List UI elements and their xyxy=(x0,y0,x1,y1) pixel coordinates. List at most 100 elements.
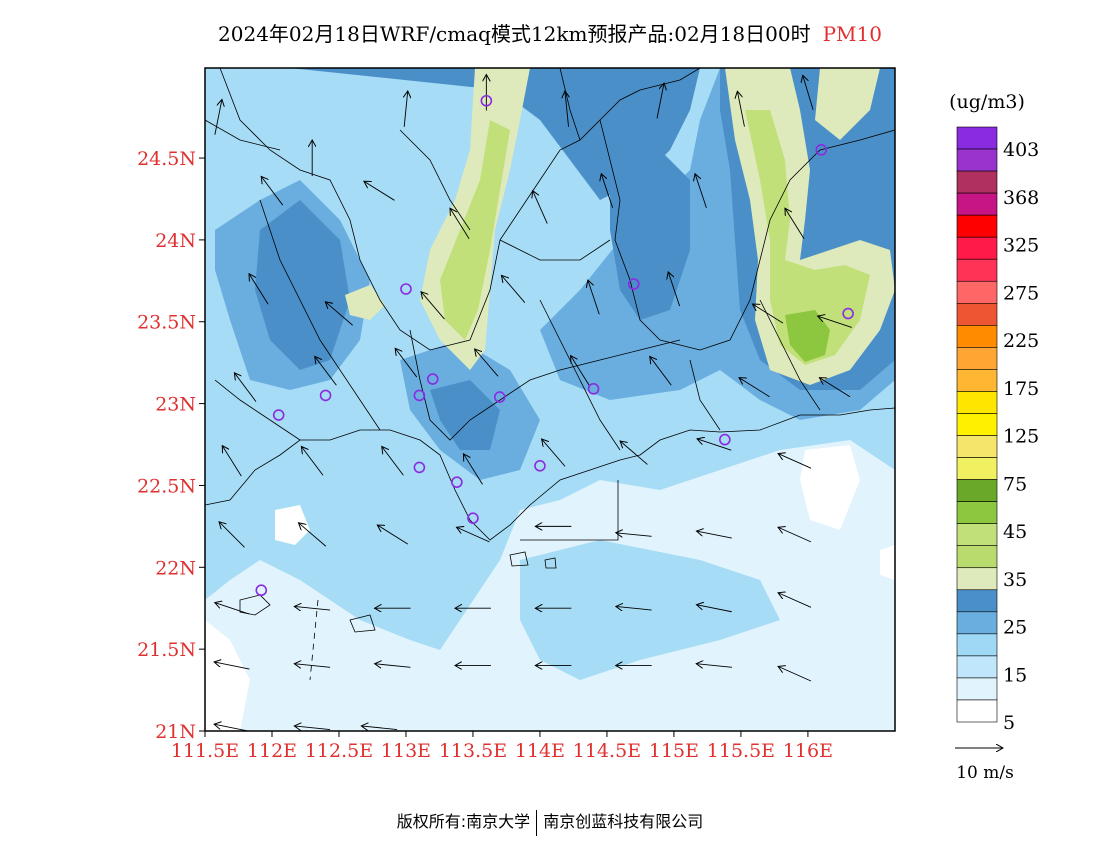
coastline xyxy=(205,407,895,541)
wind-arrow xyxy=(696,605,732,613)
legend-label: 15 xyxy=(1003,664,1027,686)
field-level-35 xyxy=(440,110,870,365)
wind-arrow xyxy=(785,208,805,240)
island-outline xyxy=(544,557,557,569)
legend-label: 275 xyxy=(1003,282,1039,304)
legend-swatch xyxy=(956,435,998,458)
wind-arrow xyxy=(294,726,331,730)
wind-arrow xyxy=(457,527,490,543)
wind-arrow xyxy=(656,83,664,119)
lat-tick-label: 21N xyxy=(155,721,196,743)
legend-swatch xyxy=(956,192,998,216)
station-marker xyxy=(255,584,268,597)
wind-arrow xyxy=(294,606,331,610)
wind-arrow xyxy=(737,91,745,127)
wind-arrow xyxy=(739,378,770,398)
legend-swatch xyxy=(956,214,998,238)
wind-arrow xyxy=(696,531,732,539)
lat-tick-label: 23N xyxy=(155,394,196,416)
legend-swatch xyxy=(956,280,998,304)
legend-swatches xyxy=(956,126,998,723)
wind-arrow xyxy=(819,378,851,398)
legend-unit: (ug/m3) xyxy=(949,91,1025,113)
wind-arrow xyxy=(697,439,732,451)
wind-arrow xyxy=(395,348,418,378)
lon-tick-label: 113.5E xyxy=(439,740,507,762)
legend-label: 175 xyxy=(1003,378,1039,400)
longitude-axis: 111.5E 112E 112.5E 113E 113.5E 114E 114.5E 115E… xyxy=(171,731,833,762)
wind-arrow xyxy=(696,664,733,668)
wind-arrow xyxy=(299,523,327,547)
legend-swatch xyxy=(956,126,998,150)
footer-separator xyxy=(536,809,538,836)
station-marker xyxy=(493,391,506,403)
wind-arrow xyxy=(616,606,652,610)
county-border xyxy=(259,199,381,431)
legend-label: 403 xyxy=(1003,139,1039,161)
legend-swatch xyxy=(956,611,998,635)
station-marker xyxy=(467,512,479,524)
station-marker xyxy=(319,389,332,402)
boundary-lines xyxy=(205,68,895,681)
footer-company: 南京创蓝科技有限公司 xyxy=(543,812,704,831)
station-marker xyxy=(842,307,854,320)
legend-label: 5 xyxy=(1003,712,1015,734)
legend-swatch xyxy=(956,523,998,547)
wind-arrow xyxy=(818,316,852,328)
county-border xyxy=(214,379,301,441)
legend-swatch xyxy=(956,479,998,502)
map-title: 2024年02月18日WRF/cmaq模式12km预报产品:02月18日00时 P… xyxy=(0,18,1100,47)
provincial-border xyxy=(219,68,701,351)
lon-tick-label: 115.5E xyxy=(707,740,775,762)
wind-key-label: 10 m/s xyxy=(956,763,1014,783)
wind-arrow xyxy=(421,292,445,320)
wind-arrow xyxy=(404,91,408,127)
legend-label: 75 xyxy=(1003,473,1027,495)
legend-label: 125 xyxy=(1003,426,1039,448)
wind-arrow xyxy=(215,603,250,615)
station-marker xyxy=(413,389,426,402)
wind-arrow xyxy=(695,174,707,208)
lat-tick-label: 24.5N xyxy=(137,148,196,170)
wind-arrow xyxy=(463,454,483,485)
wind-arrow xyxy=(752,304,784,324)
county-border xyxy=(499,239,611,261)
field-level-0 xyxy=(205,445,895,731)
lat-tick-label: 21.5N xyxy=(137,639,196,661)
station-marker xyxy=(480,94,493,107)
wind-arrow xyxy=(377,525,409,545)
county-border xyxy=(759,299,821,411)
legend-swatch xyxy=(956,369,998,392)
lon-tick-label: 113E xyxy=(381,740,431,762)
wind-arrow xyxy=(214,99,222,135)
wind-arrow xyxy=(222,446,242,477)
island-outline xyxy=(509,551,529,567)
station-marker xyxy=(413,461,426,474)
wind-arrow xyxy=(364,181,395,201)
title-main: 2024年02月18日WRF/cmaq模式12km预报产品:02月18日00时 xyxy=(218,22,811,46)
station-marker xyxy=(400,283,412,295)
lat-tick-label: 22N xyxy=(155,557,196,579)
lat-tick-label: 24N xyxy=(155,230,196,252)
wind-arrow xyxy=(565,91,569,127)
lon-tick-label: 112.5E xyxy=(305,740,373,762)
field-level-20 xyxy=(255,68,895,450)
legend-label: 25 xyxy=(1003,617,1027,639)
island-outline xyxy=(349,614,376,633)
lon-tick-label: 111.5E xyxy=(171,740,239,762)
station-marker xyxy=(534,459,546,472)
island-outline xyxy=(239,594,271,616)
wind-arrow xyxy=(382,446,404,476)
legend-swatch xyxy=(956,391,998,414)
county-border xyxy=(520,480,619,541)
wind-arrow xyxy=(778,527,812,543)
pm10-concentration-field xyxy=(205,68,895,731)
lon-tick-label: 114.5E xyxy=(573,740,641,762)
lon-tick-label: 114E xyxy=(515,740,565,762)
color-legend: (ug/m3) 403 368 325 275 225 175 125 75 45 35 25 15 5 xyxy=(949,91,1039,734)
legend-swatch xyxy=(956,545,998,569)
wind-arrow xyxy=(450,208,470,240)
legend-swatch xyxy=(956,567,998,591)
wind-arrow xyxy=(219,522,245,548)
